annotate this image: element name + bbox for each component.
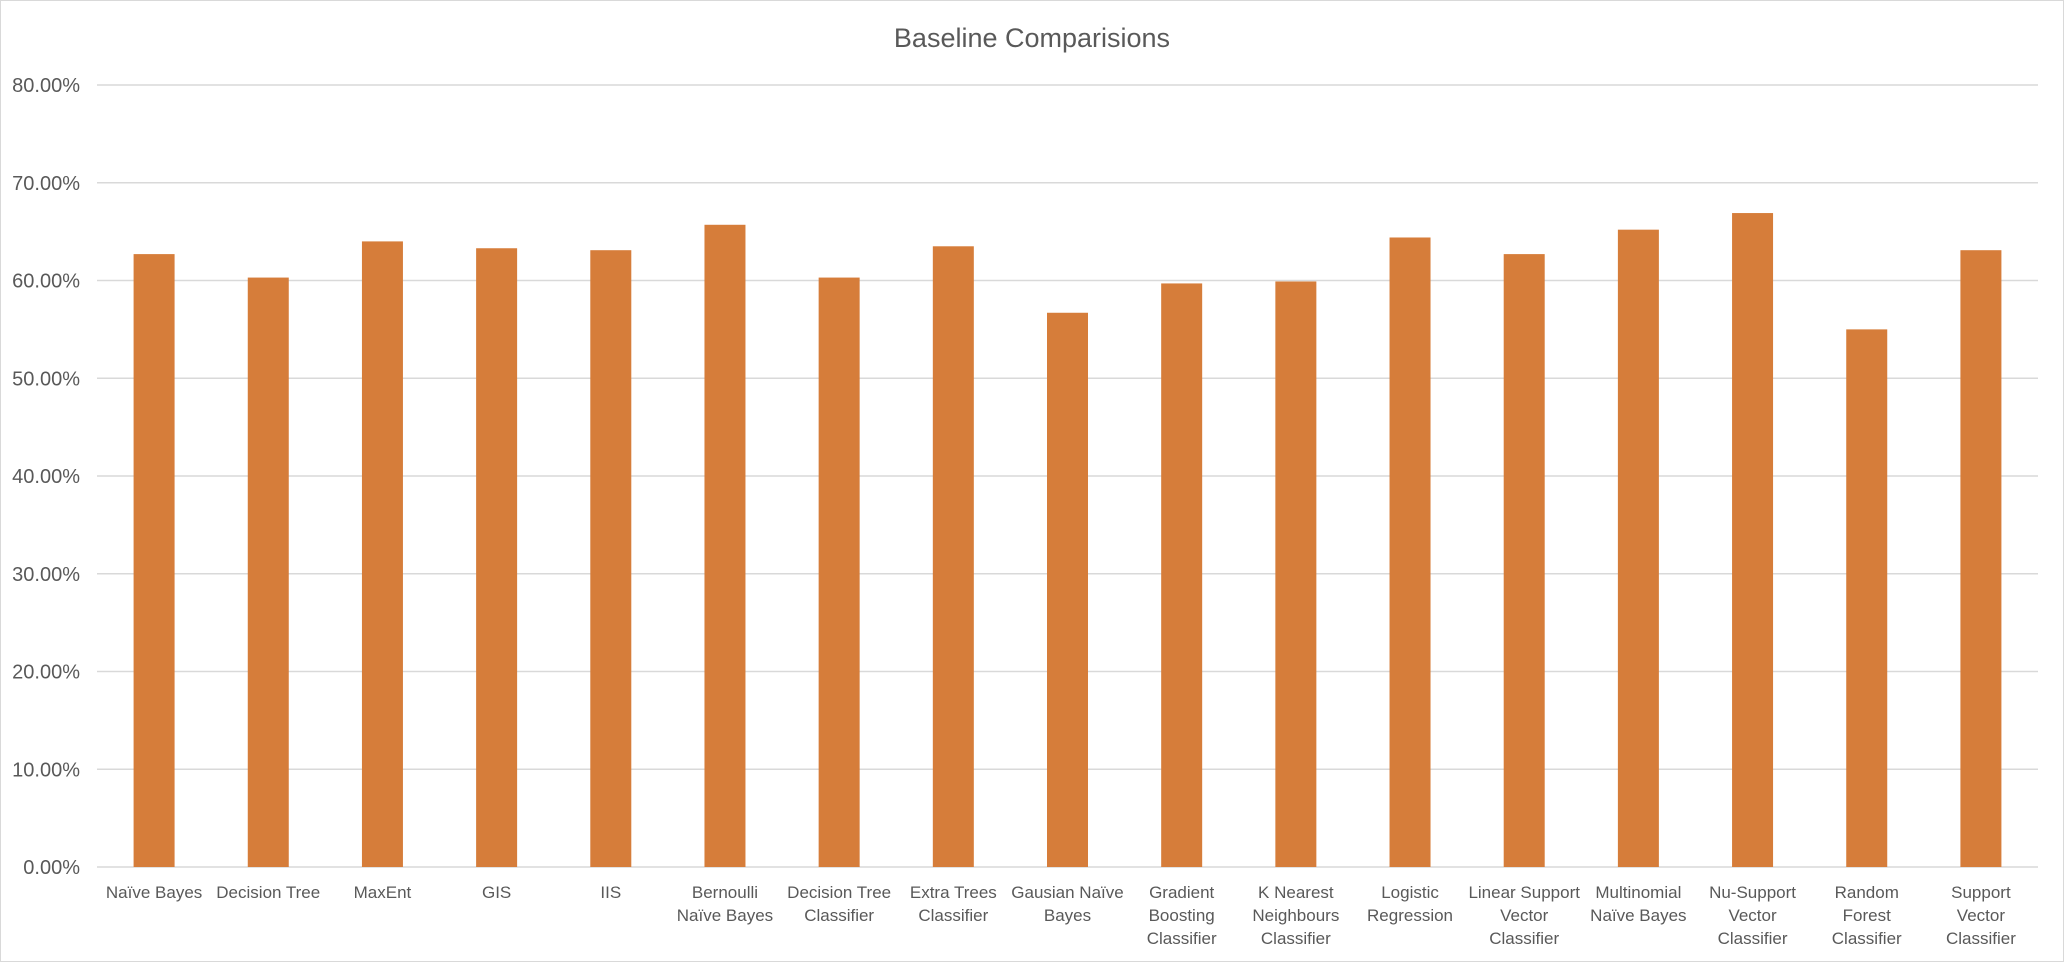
x-category-label-line: IIS: [600, 883, 621, 902]
x-category-label-line: Bayes: [1044, 906, 1091, 925]
x-category-label-line: Gausian Naïve: [1011, 883, 1123, 902]
bar: [476, 248, 518, 867]
x-category-label: Logistic Regression: [1367, 883, 1453, 925]
x-category-label: Gradient Boosting Classifier: [1147, 883, 1217, 948]
x-category-label: Multinomial Naïve Bayes: [1590, 883, 1686, 925]
x-category-label-line: Naïve Bayes: [1590, 906, 1686, 925]
x-category-label: Naïve Bayes: [106, 883, 202, 902]
bar: [1503, 254, 1545, 868]
y-axis-tick-labels: 0.00% 10.00% 20.00% 30.00% 40.00% 50.00% 60.00…: [12, 75, 80, 879]
x-category-label-line: Naïve Bayes: [677, 906, 773, 925]
x-category-label-line: Classifier: [1489, 929, 1559, 948]
x-category-label-line: Logistic: [1381, 883, 1439, 902]
bar: [1047, 312, 1088, 867]
x-category-label-line: Forest: [1843, 906, 1891, 925]
bar: [1617, 229, 1659, 868]
x-category-label: Nu-Support Vector Classifier: [1709, 883, 1796, 948]
x-category-label: Support Vector Classifier: [1946, 883, 2016, 948]
x-category-label: Bernoulli Naïve Bayes: [677, 883, 773, 925]
x-category-label-line: Vector: [1957, 906, 2006, 925]
x-category-label: Random Forest Classifier: [1832, 883, 1902, 948]
x-category-label-line: GIS: [482, 883, 511, 902]
x-category-label: MaxEnt: [354, 883, 412, 902]
x-category-label-line: Naïve Bayes: [106, 883, 202, 902]
x-category-label-line: Classifier: [1261, 929, 1331, 948]
y-tick-label: 30.00%: [12, 564, 80, 586]
x-category-label-line: Support: [1951, 883, 2011, 902]
bar: [704, 224, 746, 868]
y-tick-label: 60.00%: [12, 271, 80, 293]
bar: [1732, 213, 1774, 868]
x-category-label-line: Regression: [1367, 906, 1453, 925]
bar: [590, 250, 632, 867]
y-tick-label: 50.00%: [12, 368, 80, 390]
x-category-label-line: Linear Support: [1468, 883, 1580, 902]
x-category-label: K Nearest Neighbours Classifier: [1252, 883, 1339, 948]
bar: [1161, 283, 1203, 867]
x-category-label: Extra Trees Classifier: [910, 883, 997, 925]
x-category-label-line: Bernoulli: [692, 883, 758, 902]
bar: [1389, 237, 1431, 868]
x-category-label-line: K Nearest: [1258, 883, 1334, 902]
x-category-label-line: Decision Tree: [216, 883, 320, 902]
x-category-label-line: Classifier: [804, 906, 874, 925]
x-category-label-line: Vector: [1500, 906, 1549, 925]
x-category-label-line: Neighbours: [1252, 906, 1339, 925]
x-category-label: Decision Tree Classifier: [787, 883, 891, 925]
x-category-label: GIS: [482, 883, 511, 902]
x-category-label: Gausian Naïve Bayes: [1011, 883, 1123, 925]
bar: [1275, 281, 1317, 867]
x-category-label-line: Classifier: [1718, 929, 1788, 948]
bar: [1846, 329, 1888, 867]
x-category-label-line: MaxEnt: [354, 883, 412, 902]
x-category-label-line: Decision Tree: [787, 883, 891, 902]
y-tick-label: 20.00%: [12, 662, 80, 684]
y-tick-label: 0.00%: [23, 857, 80, 879]
bars: [133, 213, 2002, 868]
x-category-label-line: Nu-Support: [1709, 883, 1796, 902]
bar: [133, 254, 175, 868]
x-category-label-line: Extra Trees: [910, 883, 997, 902]
x-category-label-line: Random: [1835, 883, 1899, 902]
x-category-label-line: Classifier: [1946, 929, 2016, 948]
x-category-label-line: Boosting: [1149, 906, 1215, 925]
y-tick-label: 40.00%: [12, 466, 80, 488]
x-category-label: Linear Support Vector Classifier: [1468, 883, 1580, 948]
bar: [818, 277, 860, 867]
y-tick-label: 10.00%: [12, 759, 80, 781]
x-category-label-line: Classifier: [1832, 929, 1902, 948]
bar: [932, 246, 974, 868]
x-axis-category-labels: Naïve Bayes Decision Tree MaxEnt GIS IIS Bern…: [106, 883, 2016, 948]
y-tick-label: 80.00%: [12, 75, 80, 97]
bar: [247, 277, 289, 867]
bar: [361, 241, 403, 867]
x-category-label: IIS: [600, 883, 621, 902]
x-category-label-line: Gradient: [1149, 883, 1214, 902]
chart-title: Baseline Comparisions: [894, 23, 1170, 53]
x-category-label-line: Classifier: [1147, 929, 1217, 948]
x-category-label-line: Vector: [1728, 906, 1777, 925]
x-category-label-line: Multinomial: [1595, 883, 1681, 902]
x-category-label: Decision Tree: [216, 883, 320, 902]
y-tick-label: 70.00%: [12, 173, 80, 195]
bar: [1960, 250, 2002, 867]
x-category-label-line: Classifier: [918, 906, 988, 925]
